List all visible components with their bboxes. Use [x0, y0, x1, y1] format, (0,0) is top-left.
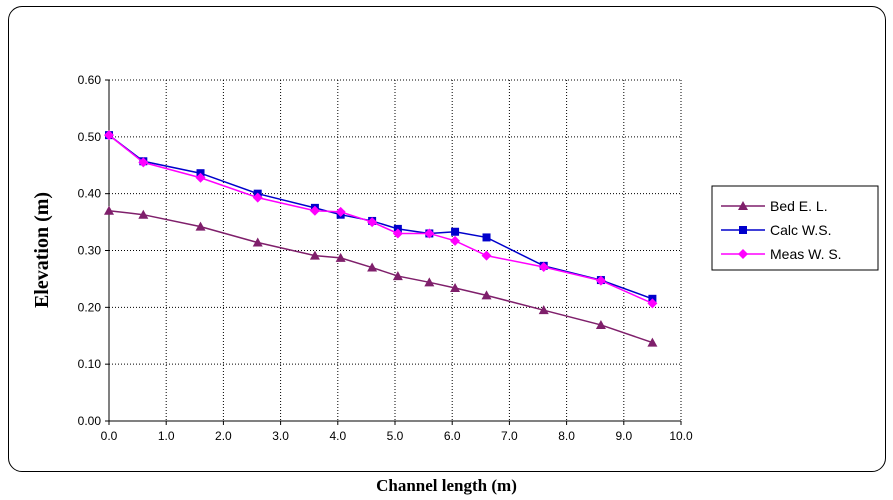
x-tick-label: 8.0 [558, 429, 575, 443]
data-point [647, 298, 658, 309]
x-tick-label: 7.0 [501, 429, 518, 443]
data-point [450, 235, 461, 246]
data-point [309, 250, 320, 260]
data-point [104, 130, 114, 141]
y-tick-label: 0.00 [78, 414, 102, 428]
grid [109, 79, 682, 421]
data-point [647, 337, 658, 347]
data-point [195, 172, 206, 183]
data-point [595, 275, 606, 286]
data-point [252, 237, 263, 247]
legend-label: Meas W. S. [770, 246, 842, 262]
data-point [538, 261, 549, 272]
x-tick-label: 9.0 [615, 429, 632, 443]
legend-entry: Calc W.S. [721, 222, 831, 238]
x-tick-label: 6.0 [444, 429, 461, 443]
data-point [335, 252, 346, 262]
data-point [481, 250, 492, 261]
y-axis-ticks: 0.00 0.10 0.20 0.30 0.40 0.50 0.60 [78, 73, 102, 428]
data-point [450, 283, 461, 293]
line-chart: 0.0 1.0 2.0 3.0 4.0 5.0 6.0 7.0 8.0 9.0 10.0 0.000… [31, 73, 879, 443]
legend-marker [739, 226, 747, 234]
y-tick-label: 0.50 [78, 130, 102, 144]
legend-entry: Meas W. S. [721, 246, 842, 262]
data-point [481, 290, 492, 300]
data-point [424, 277, 435, 287]
legend-marker [738, 249, 748, 259]
x-tick-label: 4.0 [329, 429, 346, 443]
legend-label: Bed E. L. [770, 198, 828, 214]
x-tick-label: 3.0 [272, 429, 289, 443]
data-point [367, 262, 378, 272]
data-point [392, 271, 403, 281]
x-axis-ticks: 0.0 1.0 2.0 3.0 4.0 5.0 6.0 7.0 8.0 9.0 10.0 [101, 429, 693, 443]
y-tick-label: 0.40 [78, 187, 102, 201]
data-point [538, 305, 549, 315]
x-tick-label: 5.0 [387, 429, 404, 443]
series-line [108, 209, 653, 344]
legend-label: Calc W.S. [770, 222, 831, 238]
data-point [424, 228, 435, 239]
data-point [138, 209, 149, 219]
y-tick-label: 0.20 [78, 300, 102, 314]
series-layer [104, 130, 658, 347]
x-tick-label: 1.0 [158, 429, 175, 443]
series-line [108, 134, 653, 300]
data-point [104, 205, 114, 215]
series-0 [104, 205, 658, 347]
legend: Bed E. L. Calc W.S. Meas W. S. [711, 185, 879, 271]
data-point [252, 192, 263, 203]
x-tick-label: 0.0 [101, 429, 118, 443]
data-point [392, 228, 403, 239]
data-point [195, 221, 206, 231]
legend-entry: Bed E. L. [721, 198, 828, 214]
y-tick-label: 0.60 [78, 73, 102, 87]
legend-marker [738, 201, 748, 210]
data-point [335, 206, 346, 217]
data-point [367, 217, 378, 228]
data-point [138, 157, 149, 168]
y-tick-label: 0.30 [78, 244, 102, 258]
data-point [595, 319, 606, 329]
x-axis-label: Channel length (m) [376, 476, 517, 495]
y-tick-label: 0.10 [78, 357, 102, 371]
series-line [108, 134, 653, 305]
x-tick-label: 10.0 [669, 429, 693, 443]
data-point [451, 227, 460, 236]
data-point [482, 233, 491, 242]
data-point [309, 205, 320, 216]
series-2 [104, 130, 658, 309]
axes [105, 79, 682, 425]
series-1 [105, 131, 657, 303]
x-tick-label: 2.0 [215, 429, 232, 443]
y-axis-label: Elevation (m) [31, 192, 53, 308]
